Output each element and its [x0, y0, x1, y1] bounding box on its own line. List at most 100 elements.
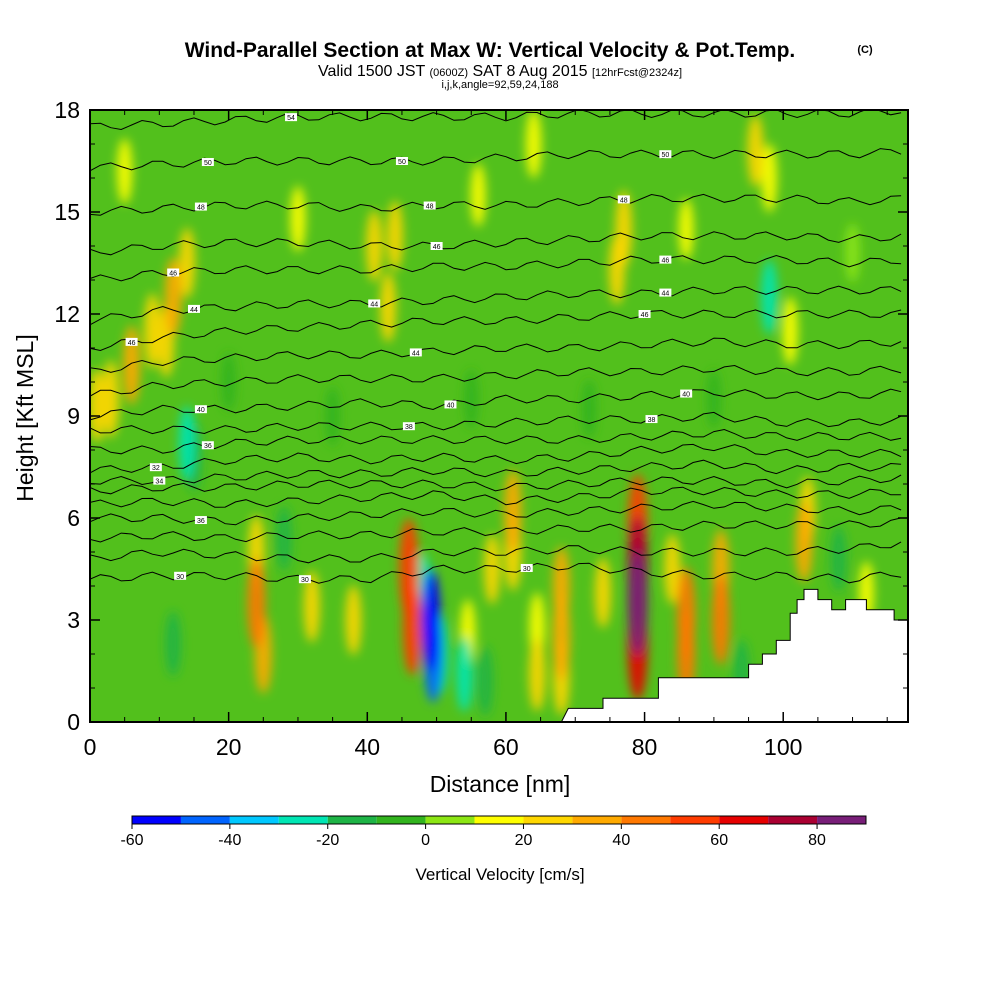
- x-tick-label-2: 40: [354, 734, 380, 760]
- y-tick-label-0: 0: [67, 709, 80, 735]
- velocity-cell-37: [594, 557, 611, 628]
- isentrope-10: [90, 388, 902, 421]
- contour-label-17-0: 48: [197, 205, 205, 212]
- isentrope-16: [90, 231, 902, 256]
- velocity-cell-61: [581, 379, 597, 439]
- contour-label-17-1: 48: [426, 204, 434, 211]
- velocity-cell-54: [795, 501, 813, 583]
- velocity-cell-60: [463, 369, 479, 429]
- contour-label-bg-14-1: [368, 299, 381, 308]
- isentrope-9: [90, 411, 902, 435]
- colorbar-tick-label-5: 40: [612, 832, 630, 849]
- contour-label-bg-8-0: [201, 441, 214, 450]
- contour-label-0-1: 30: [301, 577, 309, 584]
- chart-subtitle: Valid 1500 JST (0600Z) SAT 8 Aug 2015 [1…: [318, 63, 682, 80]
- contour-label-18-1: 50: [398, 159, 406, 166]
- subtitle-zulu: (0600Z): [429, 67, 468, 79]
- velocity-cell-65: [678, 198, 694, 260]
- colorbar-swatch-8: [523, 816, 573, 824]
- isentrope-14: [90, 285, 902, 326]
- colorbar-tick-label-2: -20: [316, 832, 339, 849]
- contour-label-10-1: 40: [447, 402, 455, 409]
- contour-label-bg-17-1: [423, 201, 436, 210]
- velocity-cell-29: [504, 469, 522, 553]
- velocity-cell-35: [552, 593, 571, 681]
- colorbar-tick-label-3: 0: [421, 832, 430, 849]
- velocity-cell-59: [325, 386, 341, 446]
- contour-label-15-0: 46: [169, 271, 177, 278]
- colorbar-tick-label-1: -40: [218, 832, 241, 849]
- x-tick-label-3: 60: [493, 734, 519, 760]
- contour-label-12-0: 44: [412, 350, 420, 357]
- contour-label-bg-15-0: [167, 268, 180, 277]
- velocity-cell-3: [144, 293, 161, 369]
- x-tick-label-5: 100: [764, 734, 802, 760]
- contour-label-18-0: 50: [204, 160, 212, 167]
- contour-label-bg-18-1: [395, 157, 408, 165]
- velocity-cell-9: [165, 611, 181, 677]
- y-axis-label: Height [Kft MSL]: [12, 334, 38, 501]
- velocity-cell-1: [102, 360, 120, 438]
- isentrope-12: [90, 337, 902, 373]
- contour-label-7-0: 32: [152, 465, 160, 472]
- y-tick-label-5: 15: [54, 199, 80, 225]
- contour-label-19-0: 54: [287, 115, 295, 122]
- velocity-cell-66: [845, 223, 860, 283]
- contour-label-16-0: 46: [433, 244, 441, 251]
- contour-label-bg-16-0: [430, 242, 443, 250]
- isentrope-11: [90, 364, 902, 397]
- velocity-cell-7: [178, 405, 196, 481]
- velocity-cell-17: [387, 200, 404, 271]
- velocity-cell-26: [477, 646, 494, 717]
- velocity-cell-45: [676, 566, 696, 660]
- colorbar-tick-label-0: -60: [120, 832, 143, 849]
- contour-label-0-0: 30: [176, 574, 184, 581]
- isentrope-1: [90, 541, 902, 564]
- contour-label-bg-10-2: [680, 389, 693, 398]
- y-tick-label-2: 6: [67, 505, 80, 531]
- contour-label-bg-18-0: [201, 158, 214, 167]
- velocity-cell-63: [290, 186, 306, 252]
- velocity-cell-53: [782, 296, 799, 366]
- contour-label-14-1: 44: [370, 301, 378, 308]
- contour-label-bg-13-1: [638, 310, 651, 318]
- isentrope-4: [90, 486, 902, 508]
- velocity-cell-58: [221, 352, 237, 412]
- isentrope-contours: 30 30 30 36 34 32 36 38 38 40 40 40 44 46 46 44 44 44 46 46…: [90, 110, 902, 584]
- contour-label-bg-12-0: [409, 348, 422, 357]
- velocity-cell-50: [747, 114, 764, 187]
- isentrope-17: [90, 193, 902, 216]
- x-axis-label: Distance [nm]: [430, 771, 571, 797]
- contour-label-bg-15-1: [659, 255, 672, 264]
- contour-label-bg-19-0: [285, 113, 298, 122]
- contour-label-bg-10-0: [194, 405, 207, 414]
- contour-label-8-0: 36: [204, 443, 212, 450]
- contour-label-bg-17-0: [194, 202, 207, 211]
- colorbar-swatch-14: [817, 816, 866, 824]
- velocity-cell-0: [90, 369, 106, 443]
- isentrope-5: [90, 474, 902, 495]
- velocity-cell-51: [761, 143, 778, 213]
- colorbar-swatch-3: [278, 816, 328, 824]
- velocity-cell-19: [399, 518, 419, 620]
- contour-label-3-0: 36: [197, 518, 205, 525]
- contour-label-18-2: 50: [661, 152, 669, 159]
- colorbar-swatch-6: [425, 816, 475, 824]
- contour-label-10-2: 40: [682, 392, 690, 399]
- velocity-cell-33: [525, 110, 542, 179]
- velocity-cell-56: [830, 526, 847, 592]
- subtitle-forecast: [12hrFcst@2324z]: [592, 67, 682, 79]
- subtitle-valid: Valid 1500 JST: [318, 63, 426, 80]
- plot-area: 30 30 30 36 34 32 36 38 38 40 40 40 44 46 46 44 44 44 46 46…: [90, 110, 908, 722]
- copyright-mark: (C): [857, 44, 873, 56]
- colorbar-swatch-13: [768, 816, 818, 824]
- contour-label-13-0: 46: [128, 340, 136, 347]
- x-tick-label-4: 80: [632, 734, 658, 760]
- subtitle-date: SAT 8 Aug 2015: [472, 63, 587, 80]
- velocity-cell-14: [303, 570, 320, 643]
- contour-label-6-0: 34: [155, 479, 163, 486]
- velocity-cell-18: [380, 272, 397, 343]
- isentrope-3: [90, 500, 902, 526]
- y-tick-label-3: 9: [67, 403, 80, 429]
